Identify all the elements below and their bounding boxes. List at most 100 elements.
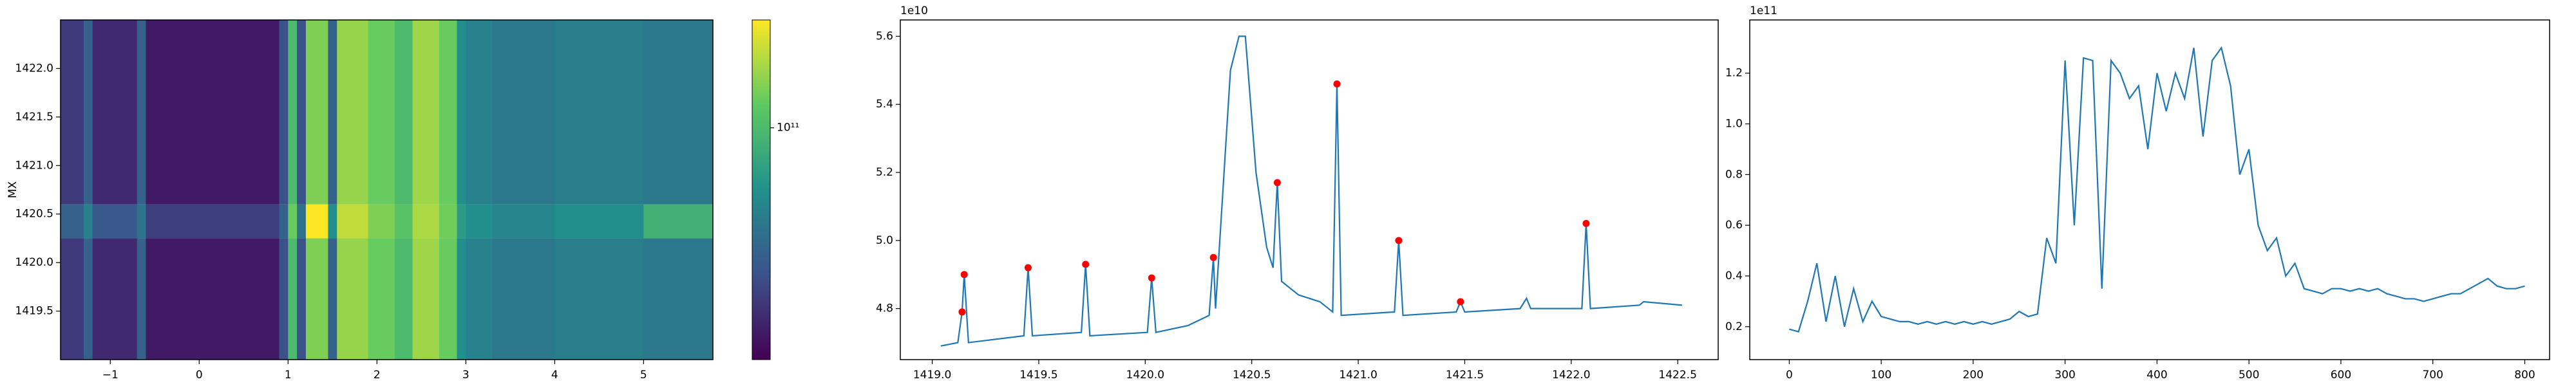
heatmap-cell	[643, 204, 714, 239]
heatmap-cell	[368, 204, 395, 239]
heatmap-cell	[305, 204, 328, 239]
y-tick-label: 5.0	[876, 234, 893, 247]
y-tick-label: 1422.0	[15, 62, 53, 75]
colorbar	[752, 19, 771, 360]
peak-marker	[960, 271, 968, 279]
x-tick-label: 1420.0	[1126, 369, 1164, 381]
heatmap-cell	[439, 238, 458, 360]
heatmap-cell	[457, 204, 466, 239]
y-axis-label: MX	[6, 181, 19, 198]
heatmap-cell	[279, 204, 289, 239]
heatmap-cell	[412, 20, 440, 205]
heatmap-cell	[439, 20, 458, 205]
x-tick-label: 3	[462, 369, 469, 381]
heatmap-cell	[297, 20, 307, 205]
x-tick-label: 1422.5	[1658, 369, 1696, 381]
heatmap-cell	[61, 20, 84, 205]
heatmap-cell	[492, 238, 555, 360]
heatmap-cell	[328, 204, 337, 239]
heatmap-cell	[328, 238, 337, 360]
heatmap-cell	[394, 238, 413, 360]
heatmap-cell	[146, 20, 280, 205]
x-tick-label: 1419.5	[1019, 369, 1057, 381]
heatmap-cell	[297, 238, 307, 360]
y-tick-label: 1421.5	[15, 111, 53, 124]
axes-frame	[900, 19, 1719, 360]
offset-label: 1e10	[900, 5, 928, 17]
heatmap-cell	[439, 204, 458, 239]
heatmap-cell	[643, 20, 714, 205]
x-tick-label: 200	[1963, 369, 1984, 381]
heatmap-cell	[466, 238, 493, 360]
heatmap-cell	[394, 204, 413, 239]
x-tick-label: 500	[2239, 369, 2259, 381]
y-tick-label: 1420.0	[15, 256, 53, 269]
x-tick-label: 1422.0	[1552, 369, 1590, 381]
y-tick-label: 4.8	[876, 302, 893, 315]
x-tick-label: 100	[1871, 369, 1891, 381]
peak-marker	[1209, 253, 1217, 261]
heatmap-cell	[368, 238, 395, 360]
heatmap-cell	[337, 20, 369, 205]
heatmap-cell	[554, 238, 644, 360]
heatmap-cell	[554, 20, 644, 205]
y-tick-label: 1.2	[1725, 67, 1743, 80]
heatmap-cell	[92, 204, 138, 239]
x-tick-label: 0	[196, 369, 203, 381]
x-tick-label: 0	[1786, 369, 1793, 381]
heatmap-cell	[643, 238, 714, 360]
heatmap-cell	[92, 238, 138, 360]
y-tick-label: 0.4	[1725, 270, 1743, 282]
x-tick-label: 1421.0	[1339, 369, 1377, 381]
peak-marker	[1024, 264, 1032, 271]
heatmap-cell	[394, 20, 413, 205]
y-tick-label: 1419.5	[15, 305, 53, 318]
peak-marker	[1333, 80, 1341, 87]
offset-label: 1e11	[1750, 5, 1777, 17]
y-tick-label: 5.6	[876, 30, 893, 42]
x-tick-label: 2	[374, 369, 381, 381]
x-tick-label: 400	[2146, 369, 2167, 381]
x-tick-label: 300	[2054, 369, 2075, 381]
x-tick-label: 1420.5	[1233, 369, 1271, 381]
heatmap-cell	[288, 204, 298, 239]
x-tick-label: 600	[2331, 369, 2351, 381]
peak-marker	[1582, 219, 1590, 227]
y-tick-label: 5.4	[876, 98, 893, 111]
y-tick-label: 5.2	[876, 166, 893, 179]
heatmap-cell	[337, 238, 369, 360]
axes-frame	[60, 19, 714, 360]
heatmap-cell	[61, 238, 84, 360]
peak-marker	[1082, 261, 1090, 268]
heatmap-cell	[457, 238, 466, 360]
heatmap-cell	[297, 204, 307, 239]
data-line	[940, 35, 1682, 347]
heatmap-cell	[466, 20, 493, 205]
heatmap-cell	[137, 204, 146, 239]
y-tick-label: 0.8	[1725, 168, 1743, 181]
heatmap-cell	[492, 204, 555, 239]
heatmap-cell	[492, 20, 555, 205]
heatmap-cell	[305, 20, 328, 205]
peak-marker	[958, 308, 966, 316]
heatmap-cell	[83, 204, 93, 239]
heatmap-cell	[288, 20, 298, 205]
axes-frame	[1749, 19, 2550, 360]
heatmap-cell	[61, 204, 84, 239]
heatmap-cell	[83, 20, 93, 205]
heatmap-cell	[328, 20, 337, 205]
heatmap-cell	[137, 20, 146, 205]
x-tick-label: 1421.5	[1446, 369, 1484, 381]
y-tick-label: 0.6	[1725, 219, 1743, 232]
y-tick-label: 0.2	[1725, 320, 1743, 333]
heatmap-cell	[279, 20, 289, 205]
x-tick-label: 4	[551, 369, 558, 381]
colorbar-tick-label: 10¹¹	[777, 122, 799, 134]
peak-marker	[1395, 237, 1403, 244]
heatmap-cell	[137, 238, 146, 360]
heatmap-cell	[92, 20, 138, 205]
peak-marker	[1273, 179, 1281, 187]
heatmap-cell	[146, 204, 280, 239]
peak-marker	[1148, 274, 1155, 282]
heatmap-cell	[412, 238, 440, 360]
